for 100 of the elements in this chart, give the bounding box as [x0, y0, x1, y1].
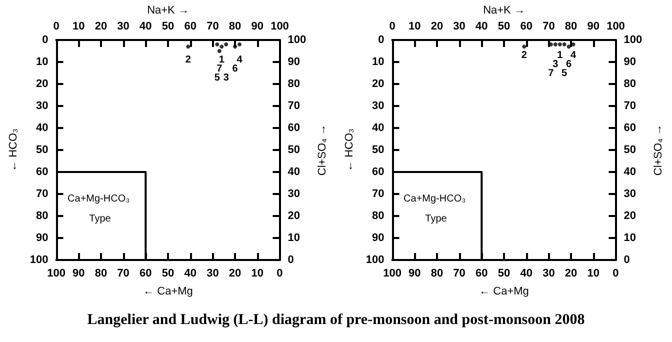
- x-tick-label: 40: [520, 268, 532, 280]
- x2-tick-label: 60: [184, 20, 196, 32]
- x-tick-label: 20: [228, 268, 242, 280]
- x2-tick-label: 60: [520, 20, 532, 32]
- y-tick-label: 70: [372, 188, 384, 200]
- x-tick-label: 50: [162, 268, 174, 280]
- x-axis-title: ← Ca+Mg: [143, 286, 193, 298]
- x-tick-label: 90: [408, 268, 421, 280]
- x2-tick-label: 0: [53, 20, 60, 32]
- x2-tick-label: 50: [162, 20, 174, 32]
- y2-tick-label: 100: [624, 34, 642, 46]
- y2-tick-label: 90: [624, 56, 636, 68]
- y2-tick-label: 70: [288, 100, 300, 112]
- y-tick-label: 70: [36, 188, 48, 200]
- y-tick-label: 50: [372, 144, 384, 156]
- x2-tick-label: 90: [587, 20, 600, 32]
- y-tick-label: 100: [366, 254, 384, 266]
- annotation: 3: [552, 59, 559, 70]
- x-tick-label: 80: [430, 268, 444, 280]
- annotation: Ca+Mg-HCO₃ Type: [404, 193, 468, 224]
- x-tick-label: 70: [117, 268, 130, 280]
- y-tick-label: 20: [372, 78, 384, 90]
- x-tick-label: 0: [612, 268, 619, 280]
- y2-tick-label: 90: [288, 56, 300, 68]
- y2-tick-label: 30: [288, 188, 300, 200]
- x2-tick-label: 30: [117, 20, 130, 32]
- annotation: 5: [214, 72, 220, 84]
- annotation: 3: [223, 72, 230, 84]
- x-tick-label: 50: [498, 268, 510, 280]
- x-tick-label: 30: [206, 268, 219, 280]
- y2-tick-label: 40: [624, 166, 636, 178]
- y2-tick-label: 60: [288, 122, 300, 134]
- y2-axis-title: Cl+SO₄ →: [652, 124, 664, 176]
- y-tick-label: 90: [372, 232, 384, 244]
- x2-tick-label: 70: [542, 20, 555, 32]
- y2-tick-label: 60: [624, 122, 636, 134]
- x-tick-label: 100: [383, 268, 402, 280]
- y2-tick-label: 30: [624, 188, 636, 200]
- x-tick-label: 60: [140, 268, 152, 280]
- y-axis-title: ← HCO₃: [8, 128, 20, 172]
- y-tick-label: 0: [42, 34, 48, 46]
- y2-tick-label: 50: [624, 144, 636, 156]
- x-axis-title: ← Ca+Mg: [479, 286, 529, 298]
- x2-tick-label: 10: [72, 20, 85, 32]
- x-tick-label: 60: [476, 268, 488, 280]
- y-tick-label: 40: [36, 122, 48, 134]
- y-tick-label: 30: [36, 100, 48, 112]
- y-tick-label: 50: [36, 144, 48, 156]
- annotation: 2: [185, 54, 192, 66]
- y-tick-label: 10: [372, 56, 384, 68]
- annotation: 6: [566, 59, 572, 70]
- x-tick-label: 10: [251, 268, 264, 280]
- annotation: Ca+Mg-HCO₃ Type: [68, 193, 132, 224]
- annotation: 1: [218, 54, 225, 66]
- x2-tick-label: 20: [94, 20, 108, 32]
- y2-tick-label: 50: [288, 144, 300, 156]
- y2-tick-label: 0: [624, 254, 630, 266]
- x-tick-label: 90: [72, 268, 85, 280]
- y-axis-title: ← HCO₃: [344, 128, 356, 172]
- y2-tick-label: 80: [624, 78, 636, 90]
- y2-tick-label: 80: [288, 78, 300, 90]
- y-tick-label: 80: [36, 210, 48, 222]
- y2-tick-label: 10: [288, 232, 300, 244]
- y-tick-label: 0: [378, 34, 384, 46]
- annotation: 6: [232, 64, 238, 74]
- x2-tick-label: 0: [389, 20, 396, 32]
- x2-tick-label: 90: [251, 20, 264, 32]
- x-tick-label: 100: [47, 268, 66, 280]
- x-tick-label: 40: [184, 268, 196, 280]
- annotation: 4: [236, 54, 243, 66]
- y-tick-label: 60: [372, 166, 384, 178]
- x-tick-label: 30: [542, 268, 555, 280]
- x2-tick-label: 20: [430, 20, 444, 32]
- annotation: 4: [570, 50, 576, 62]
- y-tick-label: 60: [36, 166, 48, 178]
- x2-tick-label: 50: [498, 20, 510, 32]
- x2-tick-label: 40: [140, 20, 152, 32]
- y-tick-label: 30: [372, 100, 384, 112]
- annotation: 2: [521, 50, 528, 62]
- x2-tick-label: 10: [408, 20, 421, 32]
- y-tick-label: 90: [36, 232, 48, 244]
- y2-tick-label: 0: [288, 254, 294, 266]
- x2-tick-label: 80: [564, 20, 578, 32]
- x-tick-label: 70: [453, 268, 466, 280]
- x-tick-label: 20: [564, 268, 578, 280]
- x-tick-label: 0: [276, 268, 283, 280]
- x-tick-label: 80: [94, 268, 108, 280]
- x2-tick-label: 80: [228, 20, 242, 32]
- y-tick-label: 100: [30, 254, 48, 266]
- x2-tick-label: 100: [606, 20, 625, 32]
- x2-tick-label: 40: [476, 20, 488, 32]
- annotation: 7: [548, 68, 554, 80]
- y-tick-label: 40: [372, 122, 384, 134]
- y2-tick-label: 40: [288, 166, 300, 178]
- y2-tick-label: 20: [288, 210, 300, 222]
- text: Langelier and Ludwig (L-L) diagram of pre-monsoon and post-monsoon 2008: [86, 312, 586, 329]
- annotation: 1: [557, 50, 564, 62]
- x2-tick-label: 30: [453, 20, 466, 32]
- x2-tick-label: 70: [206, 20, 219, 32]
- annotation: 5: [562, 68, 568, 80]
